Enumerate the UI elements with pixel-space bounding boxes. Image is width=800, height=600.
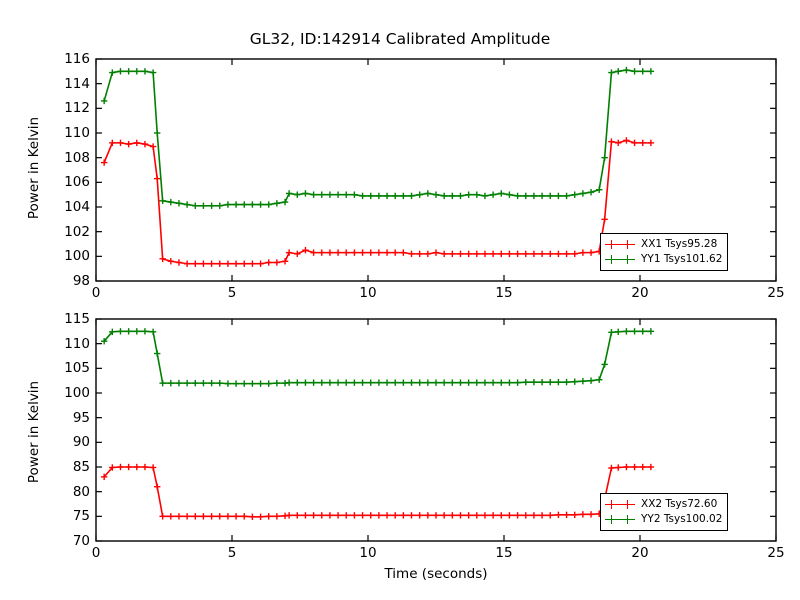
top-xtick-label: 25 bbox=[767, 285, 785, 301]
legend-item: XX2 Tsys72.60 bbox=[605, 497, 722, 512]
legend-line-sample-icon bbox=[605, 499, 635, 511]
legend-item: YY1 Tsys101.62 bbox=[605, 252, 722, 267]
legend-line-sample-icon bbox=[605, 239, 635, 251]
bottom-xtick-label: 0 bbox=[91, 545, 101, 561]
bottom-ytick-label: 115 bbox=[64, 311, 90, 327]
legend-item: YY2 Tsys100.02 bbox=[605, 512, 722, 527]
top-xtick-label: 10 bbox=[359, 285, 377, 301]
series-line-xx2 bbox=[103, 466, 652, 518]
legend-line-sample-icon bbox=[605, 514, 635, 526]
series-line-yy1 bbox=[103, 69, 652, 207]
series-markers-yy1 bbox=[100, 66, 655, 209]
legend-label: XX1 Tsys95.28 bbox=[641, 238, 718, 250]
top-panel-legend: XX1 Tsys95.28 YY1 Tsys101.62 bbox=[600, 233, 729, 271]
top-panel-frame bbox=[95, 58, 777, 282]
top-ytick-label: 104 bbox=[64, 199, 90, 215]
top-ytick-label: 116 bbox=[64, 51, 90, 67]
bottom-ytick-label: 70 bbox=[72, 533, 90, 549]
top-xtick-label: 20 bbox=[631, 285, 649, 301]
top-ytick-label: 108 bbox=[64, 149, 90, 166]
bottom-ytick-label: 105 bbox=[64, 360, 90, 377]
bottom-xtick-label: 15 bbox=[495, 545, 513, 561]
bottom-ytick-label: 75 bbox=[72, 508, 90, 525]
top-ytick-label: 106 bbox=[64, 174, 90, 191]
legend-label: YY1 Tsys101.62 bbox=[641, 253, 723, 265]
bottom-xtick-label: 10 bbox=[359, 545, 377, 561]
top-xtick-label: 5 bbox=[227, 285, 237, 301]
top-ytick-label: 114 bbox=[64, 75, 90, 92]
series-markers-yy2 bbox=[100, 328, 655, 387]
top-ytick-label: 102 bbox=[64, 223, 90, 240]
bottom-ytick-label: 90 bbox=[72, 434, 90, 451]
bottom-xtick-label: 25 bbox=[767, 545, 785, 561]
bottom-ytick-label: 85 bbox=[72, 459, 90, 475]
bottom-panel-frame bbox=[95, 318, 777, 542]
legend-line-sample-icon bbox=[605, 254, 635, 266]
top-ytick-label: 98 bbox=[72, 273, 90, 289]
bottom-ytick-label: 95 bbox=[72, 409, 90, 426]
bottom-panel-xlabel: Time (seconds) bbox=[384, 566, 488, 582]
top-ytick-label: 100 bbox=[64, 248, 90, 265]
series-line-xx1 bbox=[103, 139, 652, 265]
bottom-panel-legend: XX2 Tsys72.60 YY2 Tsys100.02 bbox=[600, 493, 729, 531]
top-xtick-label: 15 bbox=[495, 285, 513, 301]
legend-label: XX2 Tsys72.60 bbox=[641, 498, 718, 510]
top-ytick-label: 112 bbox=[64, 100, 90, 117]
bottom-xtick-label: 5 bbox=[227, 545, 237, 561]
bottom-xtick-label: 20 bbox=[631, 545, 649, 561]
series-line-yy2 bbox=[103, 330, 652, 385]
top-ytick-label: 110 bbox=[64, 125, 90, 141]
legend-item: XX1 Tsys95.28 bbox=[605, 237, 722, 252]
bottom-ytick-label: 110 bbox=[64, 335, 90, 352]
series-markers-xx2 bbox=[100, 463, 655, 521]
figure-title: GL32, ID:142914 Calibrated Amplitude bbox=[249, 30, 551, 48]
legend-label: YY2 Tsys100.02 bbox=[641, 513, 723, 525]
bottom-ytick-label: 80 bbox=[72, 483, 90, 500]
series-markers-xx1 bbox=[100, 137, 655, 267]
top-xtick-label: 0 bbox=[91, 285, 101, 301]
bottom-ytick-label: 100 bbox=[64, 385, 90, 401]
